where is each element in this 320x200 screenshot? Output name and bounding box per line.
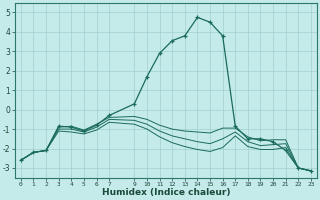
X-axis label: Humidex (Indice chaleur): Humidex (Indice chaleur) bbox=[102, 188, 230, 197]
